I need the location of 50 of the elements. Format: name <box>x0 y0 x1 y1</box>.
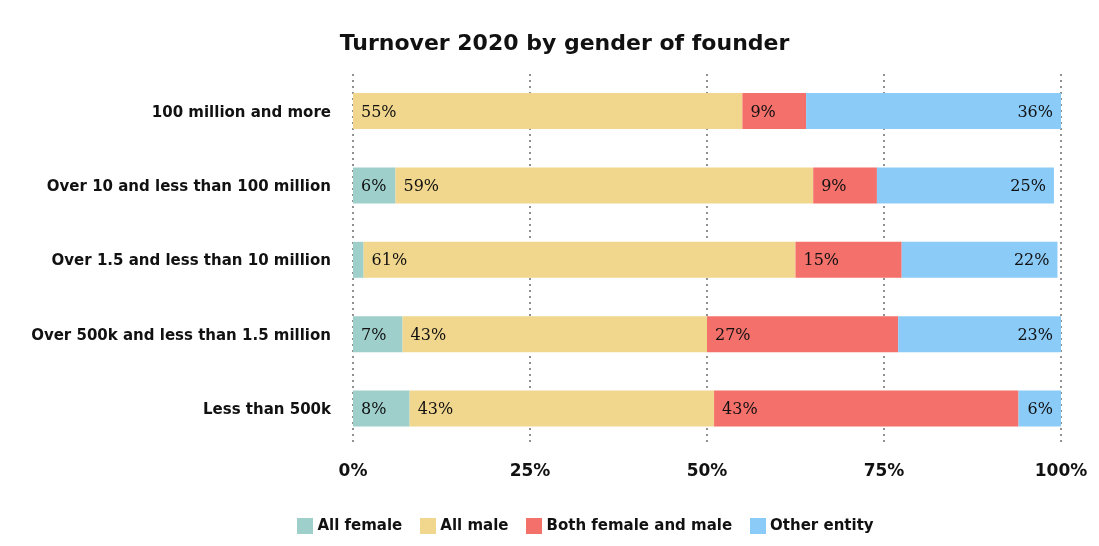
data-label: 22% <box>1013 250 1050 270</box>
data-label: 15% <box>803 250 840 270</box>
bar <box>813 167 877 204</box>
data-label: 59% <box>403 175 440 195</box>
data-label: 9% <box>821 175 847 195</box>
legend-label: All female <box>317 516 403 534</box>
bar <box>395 167 814 204</box>
bar <box>707 316 899 353</box>
bar <box>353 390 410 427</box>
data-label: 61% <box>371 250 408 270</box>
data-label: 43% <box>722 399 758 419</box>
data-label: 36% <box>1017 101 1053 121</box>
bar <box>353 316 403 353</box>
data-label: 43% <box>410 324 447 344</box>
data-label: 25% <box>1010 175 1046 195</box>
data-label: 43% <box>417 399 454 419</box>
x-tick-label: 50% <box>686 460 728 481</box>
bar <box>806 93 1061 129</box>
y-tick-label: Over 500k and less than 1.5 million <box>31 325 331 344</box>
bar <box>901 241 1058 278</box>
y-tick-label: 100 million and more <box>151 102 331 121</box>
data-label: 27% <box>715 324 751 344</box>
bar <box>714 390 1019 427</box>
legend-label: All male <box>440 516 509 534</box>
bar <box>742 93 807 129</box>
legend-label: Other entity <box>770 516 874 534</box>
bar <box>402 316 707 353</box>
bar <box>409 390 715 427</box>
chart-title: Turnover 2020 by gender of founder <box>338 29 791 57</box>
y-tick-label: Over 10 and less than 100 million <box>46 176 331 195</box>
x-tick-label: 25% <box>509 460 551 481</box>
bar <box>363 241 796 278</box>
data-label: 6% <box>361 175 387 195</box>
y-tick-label: Less than 500k <box>203 400 333 419</box>
x-tick-label: 75% <box>863 460 905 481</box>
x-tick-label: 0% <box>338 460 368 481</box>
y-tick-label: Over 1.5 and less than 10 million <box>51 251 331 270</box>
x-tick-label: 100% <box>1034 460 1088 481</box>
data-label: 6% <box>1027 399 1053 419</box>
bar <box>353 241 364 278</box>
legend-label: Both female and male <box>546 516 733 534</box>
data-label: 23% <box>1017 324 1053 344</box>
data-label: 7% <box>361 324 387 344</box>
bar <box>876 167 1054 204</box>
data-label: 8% <box>361 399 387 419</box>
bar <box>898 316 1061 353</box>
data-label: 55% <box>361 101 397 121</box>
bar <box>353 93 743 129</box>
data-label: 9% <box>750 101 776 121</box>
bar <box>795 241 902 278</box>
